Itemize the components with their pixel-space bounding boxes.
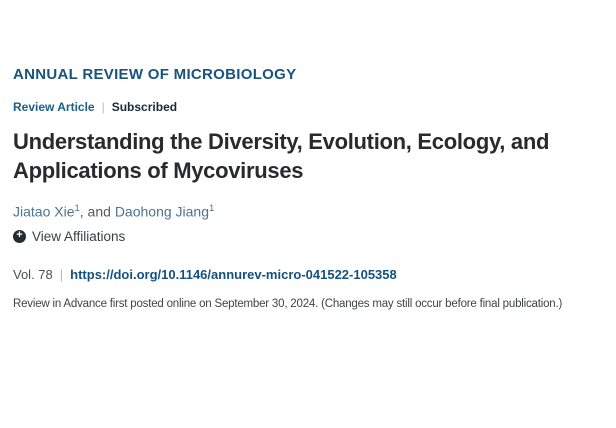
plus-circle-icon: + bbox=[13, 229, 26, 243]
view-affiliations-label: View Affiliations bbox=[32, 228, 126, 244]
article-type-label: Review Article bbox=[13, 100, 95, 114]
citation-row: Vol. 78 | https://doi.org/10.1146/annurev-… bbox=[13, 267, 613, 282]
article-title-line-2: Applications of Mycoviruses bbox=[13, 158, 304, 183]
affiliation-ref-1: 1 bbox=[74, 203, 80, 214]
article-meta-row: Review Article | Subscribed bbox=[13, 101, 613, 113]
view-affiliations-button[interactable]: + View Affiliations bbox=[13, 229, 125, 244]
subscribed-badge: Subscribed bbox=[111, 100, 178, 114]
author-link-jiatao-xie[interactable]: Jiatao Xie bbox=[13, 203, 75, 220]
journal-name-link[interactable]: ANNUAL REVIEW OF MICROBIOLOGY bbox=[13, 66, 297, 83]
authors-row: Jiatao Xie1, and Daohong Jiang1 bbox=[13, 201, 613, 220]
doi-link[interactable]: https://doi.org/10.1146/annurev-micro-04… bbox=[70, 266, 397, 282]
separator-bar: | bbox=[101, 100, 105, 114]
authors-joiner: , and bbox=[79, 203, 115, 220]
article-title: Understanding the Diversity, Evolution, … bbox=[13, 127, 613, 185]
plus-glyph: + bbox=[16, 229, 23, 242]
article-title-line-1: Understanding the Diversity, Evolution, … bbox=[13, 129, 550, 154]
volume-label: Vol. 78 bbox=[13, 266, 53, 282]
affiliation-ref-2: 1 bbox=[209, 203, 215, 214]
advance-notice: Review in Advance first posted online on… bbox=[13, 297, 563, 310]
separator-bar: | bbox=[59, 266, 64, 282]
author-link-daohong-jiang[interactable]: Daohong Jiang bbox=[114, 203, 209, 220]
